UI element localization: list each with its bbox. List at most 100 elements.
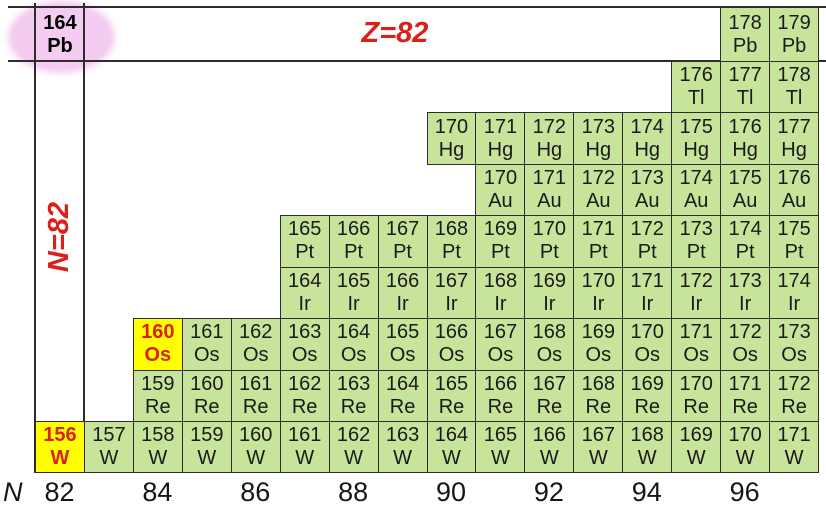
element-symbol: Au (683, 190, 709, 213)
element-symbol: Au (781, 190, 807, 213)
isotope-cell-171Ir: 171 Ir (622, 266, 673, 320)
mass-number: 170 (728, 424, 762, 447)
isotope-cell-164Os: 164 Os (328, 318, 379, 371)
isotope-cell-164Pb: 164 Pb (35, 7, 85, 62)
isotope-cell-166Re: 166 Re (475, 369, 526, 422)
mass-number: 169 (630, 372, 664, 395)
mass-number: 169 (532, 269, 567, 292)
isotope-cell-168Pt: 168 Pt (426, 215, 477, 268)
mass-number: 163 (287, 321, 322, 344)
element-symbol: Re (193, 395, 220, 418)
isotope-cell-159W: 159 W (181, 421, 232, 474)
element-symbol: W (344, 447, 364, 470)
mass-number: 167 (532, 372, 567, 395)
element-symbol: Os (634, 344, 661, 367)
element-symbol: W (393, 447, 412, 470)
element-symbol: Pb (781, 34, 807, 57)
mass-number: 164 (336, 321, 371, 344)
element-symbol: Os (585, 344, 612, 367)
mass-number: 176 (777, 167, 811, 190)
isotope-cell-160W: 160 W (230, 421, 281, 474)
mass-number: 159 (141, 372, 175, 395)
element-symbol: Au (635, 190, 660, 213)
isotope-cell-170Au: 170 Au (475, 163, 526, 217)
element-symbol: Ir (494, 292, 507, 315)
element-symbol: Hg (487, 138, 514, 161)
element-symbol: Os (340, 344, 367, 367)
element-symbol: Os (732, 344, 758, 367)
element-symbol: Hg (536, 138, 563, 161)
isotope-cell-167Pt: 167 Pt (377, 215, 428, 268)
isotope-cell-169Ir: 169 Ir (524, 266, 575, 320)
element-symbol: Pt (588, 241, 608, 264)
mass-number: 162 (287, 372, 322, 395)
mass-number: 169 (581, 321, 615, 344)
isotope-cell-174Ir: 174 Ir (769, 266, 820, 320)
mass-number: 169 (679, 424, 713, 447)
z82-label: Z=82 (361, 17, 429, 49)
isotope-cell-165Os: 165 Os (377, 318, 428, 371)
isotope-cell-171Hg: 171 Hg (475, 112, 526, 165)
element-symbol: Pt (295, 241, 315, 264)
axis-tick-82: 82 (44, 477, 75, 507)
isotope-cell-172Au: 172 Au (573, 163, 624, 217)
isotope-cell-175Pt: 175 Pt (769, 215, 820, 268)
isotope-cell-168W: 168 W (622, 421, 673, 474)
axis-tick-96: 96 (729, 477, 760, 507)
element-symbol: Ir (347, 292, 360, 315)
element-symbol: Re (585, 395, 612, 418)
isotope-cell-164Re: 164 Re (377, 369, 428, 422)
isotope-cell-175Hg: 175 Hg (671, 112, 722, 165)
element-symbol: Pb (47, 34, 73, 57)
isotope-cell-171W: 171 W (769, 421, 820, 474)
element-symbol: Re (487, 395, 514, 418)
isotope-cell-167Ir: 167 Ir (426, 266, 477, 320)
element-symbol: Ir (445, 292, 458, 315)
n82-line-right (83, 3, 85, 473)
isotope-cell-166Os: 166 Os (426, 318, 477, 371)
isotope-cell-173Au: 173 Au (622, 163, 673, 217)
mass-number: 172 (728, 321, 762, 344)
isotope-cell-167Os: 167 Os (475, 318, 526, 371)
element-symbol: Hg (585, 138, 612, 161)
z82-line-top (8, 6, 826, 8)
element-symbol: Ir (787, 292, 801, 315)
element-symbol: Tl (687, 87, 705, 110)
element-symbol: Os (487, 344, 514, 367)
element-symbol: W (735, 447, 755, 470)
mass-number: 172 (679, 269, 713, 292)
isotope-cell-163W: 163 W (377, 421, 428, 474)
mass-number: 159 (190, 424, 224, 447)
isotope-cell-176Hg: 176 Hg (720, 112, 771, 165)
mass-number: 178 (777, 64, 811, 87)
element-symbol: W (442, 447, 461, 470)
axis-tick-88: 88 (338, 477, 369, 507)
isotope-cell-179Pb: 179 Pb (769, 7, 820, 62)
element-symbol: W (50, 447, 70, 470)
element-symbol: Pt (344, 241, 364, 264)
isotope-cell-171Pt: 171 Pt (573, 215, 624, 268)
element-symbol: Pt (686, 241, 706, 264)
isotope-cell-160Re: 160 Re (181, 369, 232, 422)
element-symbol: Hg (781, 138, 807, 161)
mass-number: 162 (239, 321, 273, 344)
element-symbol: Os (781, 344, 807, 367)
element-symbol: Pt (784, 241, 804, 264)
isotope-cell-168Os: 168 Os (524, 318, 575, 371)
axis-tick-92: 92 (533, 477, 564, 507)
element-symbol: Re (438, 395, 465, 418)
mass-number: 172 (777, 372, 811, 395)
element-symbol: Tl (736, 87, 754, 110)
element-symbol: Re (634, 395, 661, 418)
mass-number: 170 (679, 372, 713, 395)
mass-number: 158 (141, 424, 175, 447)
mass-number: 175 (777, 218, 811, 241)
isotope-cell-169Pt: 169 Pt (475, 215, 526, 268)
isotope-cell-165Re: 165 Re (426, 369, 477, 422)
isotope-cell-177Tl: 177 Tl (720, 61, 771, 114)
axis-tick-86: 86 (240, 477, 271, 507)
mass-number: 156 (43, 424, 77, 447)
element-symbol: Os (194, 344, 220, 367)
element-symbol: Tl (785, 87, 803, 110)
element-symbol: Ir (298, 292, 311, 315)
